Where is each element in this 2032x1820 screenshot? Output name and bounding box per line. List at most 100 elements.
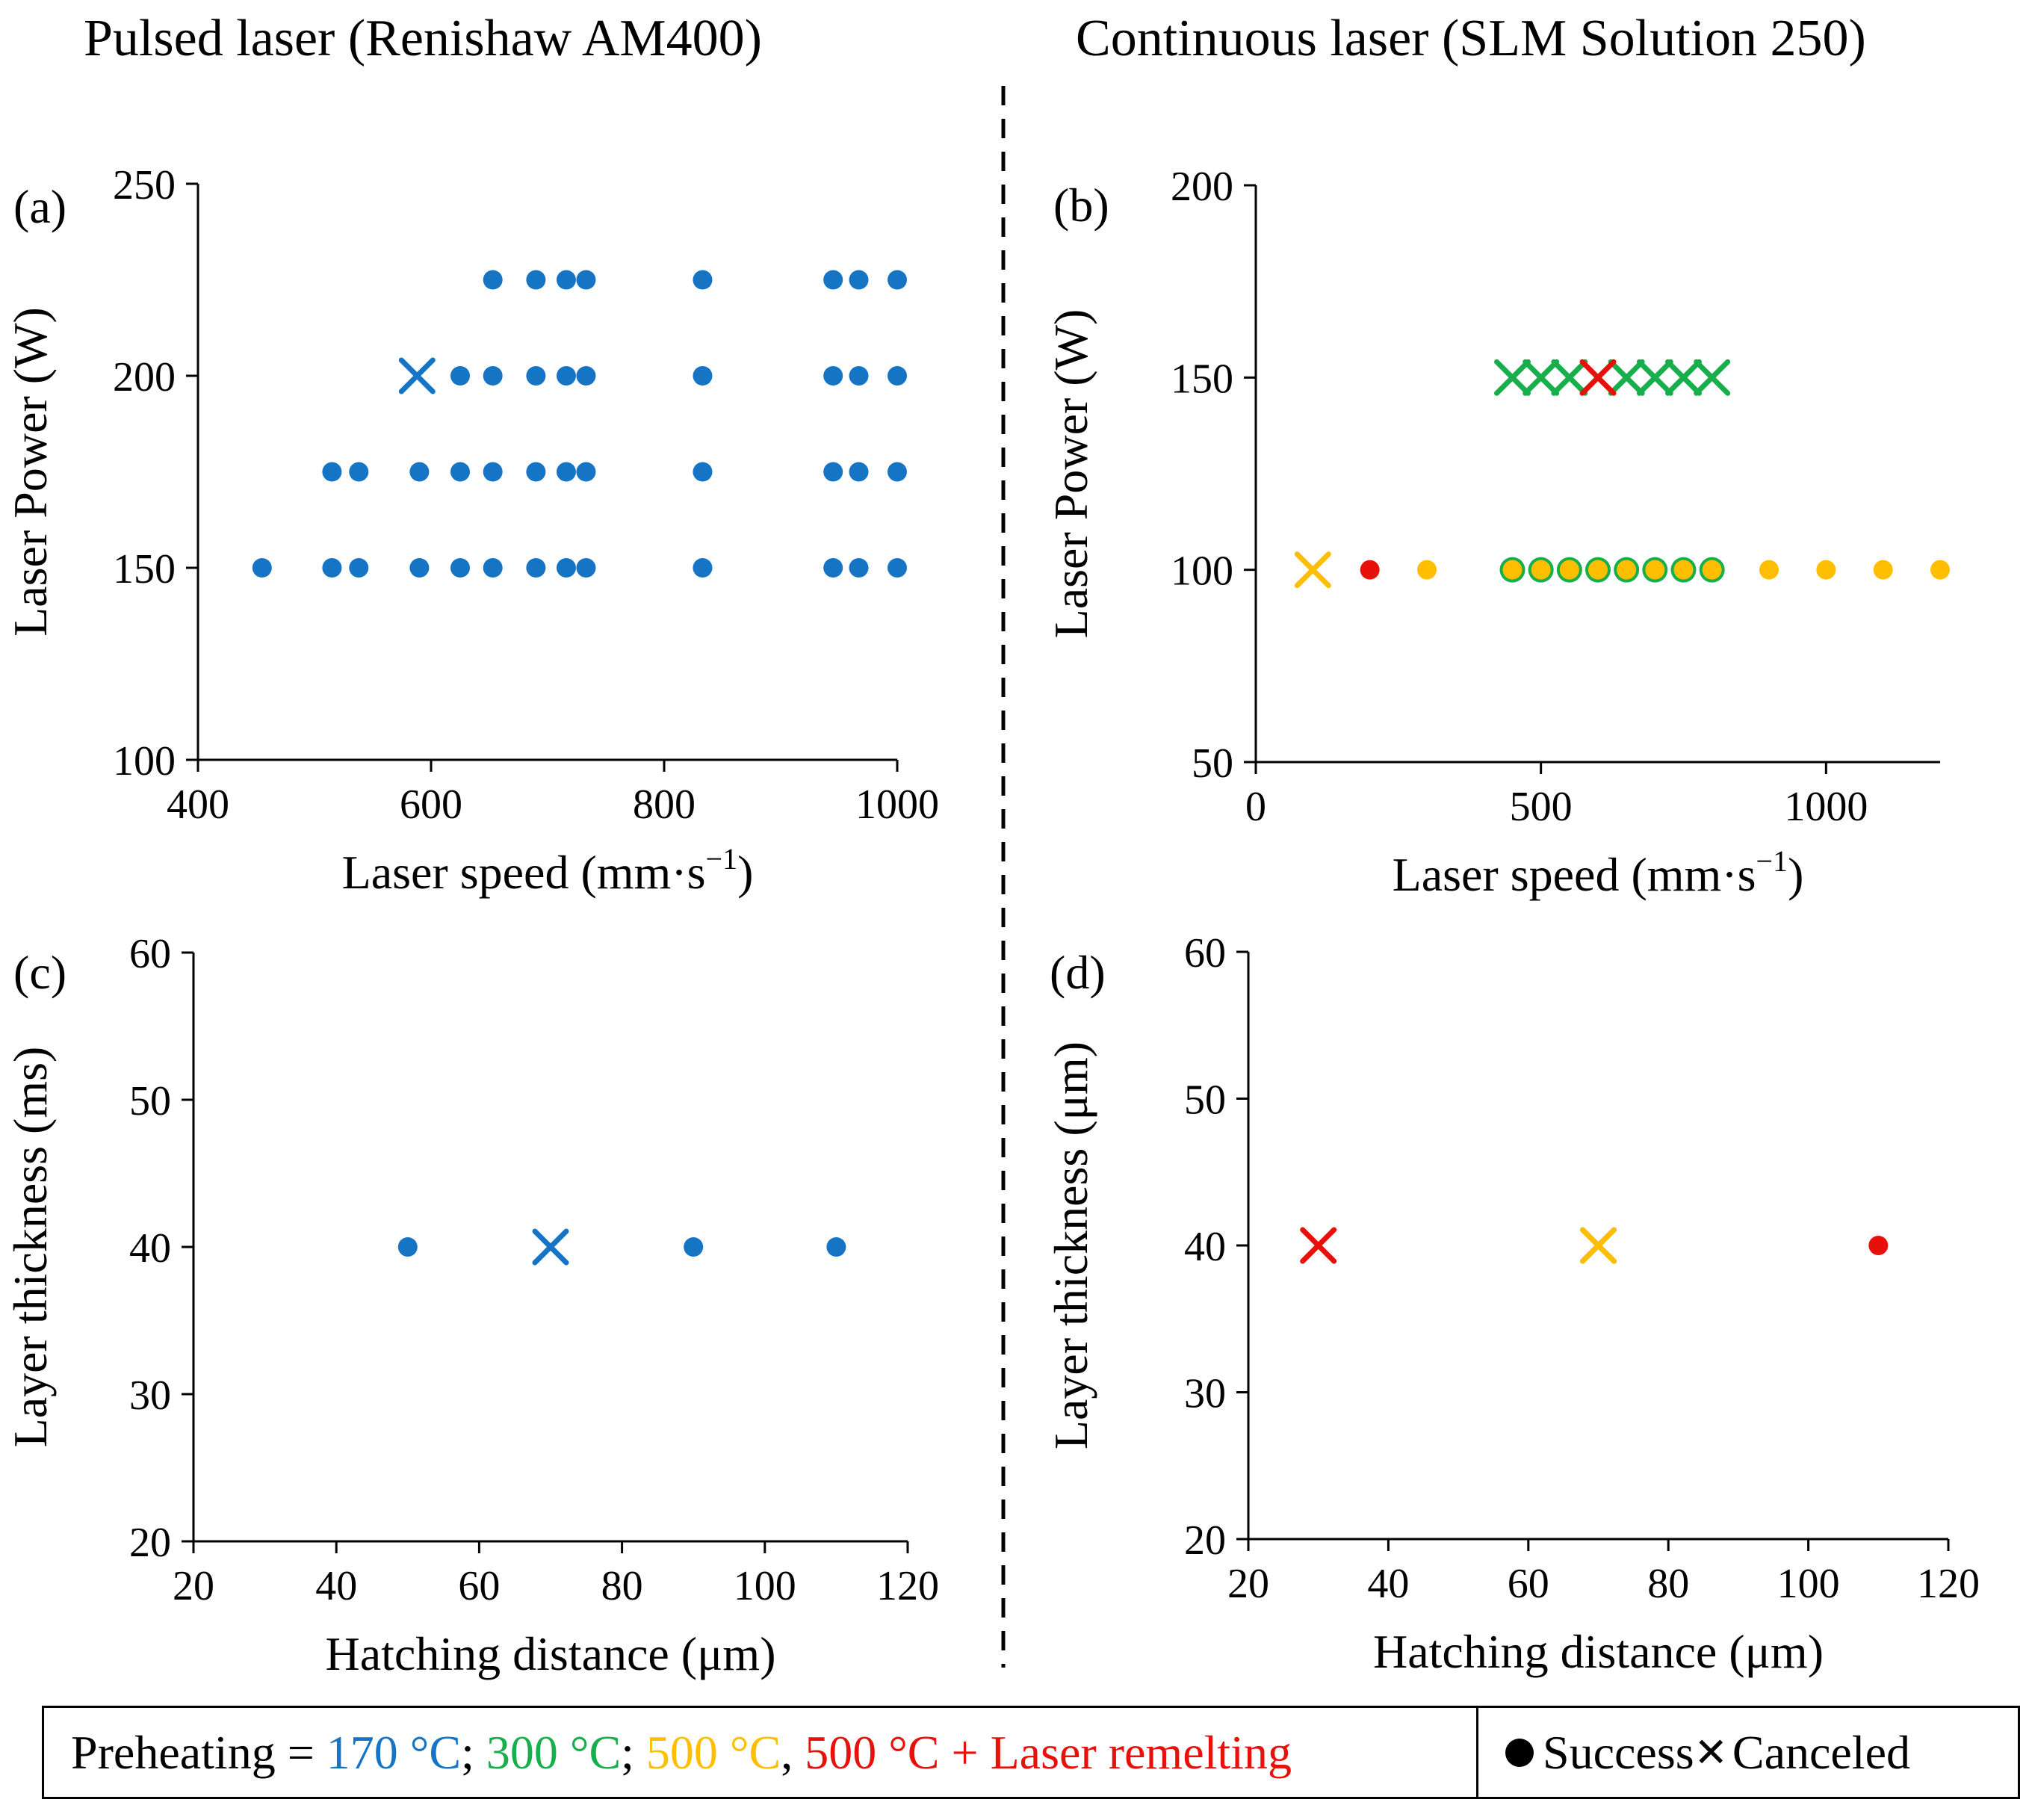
y-tick-label: 40 [129,1225,171,1272]
y-tick-label: 20 [1184,1517,1226,1564]
data-point-cross [1636,359,1673,396]
y-tick-label: 50 [129,1078,171,1124]
legend-170: 170 °C [326,1725,462,1779]
x-tick-label: 20 [1227,1561,1269,1607]
legend-canceled: Canceled [1732,1725,1910,1779]
x-tick-label: 60 [458,1563,500,1609]
success-dot-icon [1505,1738,1534,1767]
data-point [1673,560,1694,580]
x-tick-label: 400 [167,781,229,828]
y-axis-label: Laser Power (W) [1044,309,1097,639]
x-tick-label: 40 [315,1563,357,1609]
panel-label: (b) [1053,179,1109,232]
cross-stroke [1300,1227,1337,1264]
cross-stroke [1636,359,1673,396]
data-point-cross [398,357,436,394]
legend-success: Success [1543,1725,1694,1779]
x-tick-label: 120 [1917,1561,1980,1607]
data-point-cross [1300,1227,1337,1264]
x-axis-label: Hatching distance (μm) [326,1627,776,1680]
y-tick-label: 20 [129,1520,171,1566]
data-point [823,558,843,578]
legend-markers: Success ✕ Canceled [1478,1708,2018,1797]
x-tick-label: 1000 [855,781,939,828]
data-point [576,462,596,482]
panel-label: (a) [13,180,66,233]
legend-sep-1: ; [461,1725,486,1779]
data-point-cross [532,1228,569,1266]
data-point [397,1237,418,1257]
data-point [849,270,869,290]
data-point [526,558,546,578]
y-tick-label: 30 [129,1372,171,1419]
data-point [252,558,272,578]
legend-300: 300 °C [486,1725,622,1779]
data-point [684,1237,704,1257]
x-tick-label: 0 [1245,784,1266,830]
x-tick-label: 60 [1508,1561,1549,1607]
data-point [450,366,470,386]
data-point [409,558,430,578]
x-tick-label: 80 [1647,1561,1689,1607]
x-tick-label: 20 [173,1563,214,1609]
canceled-cross-icon: ✕ [1694,1729,1728,1776]
data-point [888,558,907,578]
data-point [483,558,503,578]
cross-stroke [1579,359,1617,396]
data-point [888,270,907,290]
data-point [576,270,596,290]
data-point-cross [1294,551,1331,589]
legend-preheating: Preheating = 170 °C ; 300 °C ; 500 °C , … [44,1708,1478,1797]
cross-stroke [1494,359,1531,396]
data-point-cross [1665,359,1702,396]
data-point [1360,560,1380,580]
x-tick-label: 100 [734,1563,796,1609]
cross-stroke [1294,551,1331,589]
data-point-cross [1523,359,1560,396]
data-point [556,558,576,578]
panel-d: 20 30 40 50 60 20 40 60 80 100 120 (d) Hatching dist… [1044,930,1980,1678]
data-point [823,366,843,386]
data-point [693,270,713,290]
data-point [1873,560,1893,580]
data-point [1930,560,1950,580]
x-tick-label: 500 [1510,784,1573,830]
panel-c: 20 30 40 50 60 20 40 60 80 100 120 (c) Hatching dist… [4,931,939,1680]
legend-500: 500 °C [645,1725,781,1779]
x-tick-label: 600 [400,781,462,828]
data-point [693,366,713,386]
data-point [483,462,503,482]
data-point [556,270,576,290]
data-point [849,558,869,578]
data-point [1417,560,1437,580]
data-point [556,462,576,482]
data-point [849,366,869,386]
data-point [576,366,596,386]
y-tick-label: 50 [1192,740,1233,787]
panel-label: (c) [13,946,66,999]
data-point [823,462,843,482]
data-point [1531,560,1551,580]
legend-prefix: Preheating = [71,1725,326,1779]
cross-stroke [1665,359,1702,396]
data-point [1502,560,1523,580]
data-point [576,558,596,578]
data-point [322,558,342,578]
y-axis-label: Laser Power (W) [4,307,57,637]
data-point-cross [1608,359,1645,396]
x-tick-label: 100 [1777,1561,1840,1607]
data-point [826,1237,846,1257]
data-point [526,270,546,290]
y-axis-label: Layer thickness (ms) [4,1047,57,1448]
y-tick-label: 200 [1171,164,1233,210]
data-point [1645,560,1665,580]
header-pulsed-laser: Pulsed laser (Renishaw AM400) [84,10,762,67]
header-continuous-laser: Continuous laser (SLM Solution 250) [1076,10,1866,67]
data-point [349,462,369,482]
cross-stroke [1580,1227,1617,1264]
data-point [409,462,430,482]
data-point-cross [1494,359,1531,396]
data-point [849,462,869,482]
data-point [1816,560,1836,580]
